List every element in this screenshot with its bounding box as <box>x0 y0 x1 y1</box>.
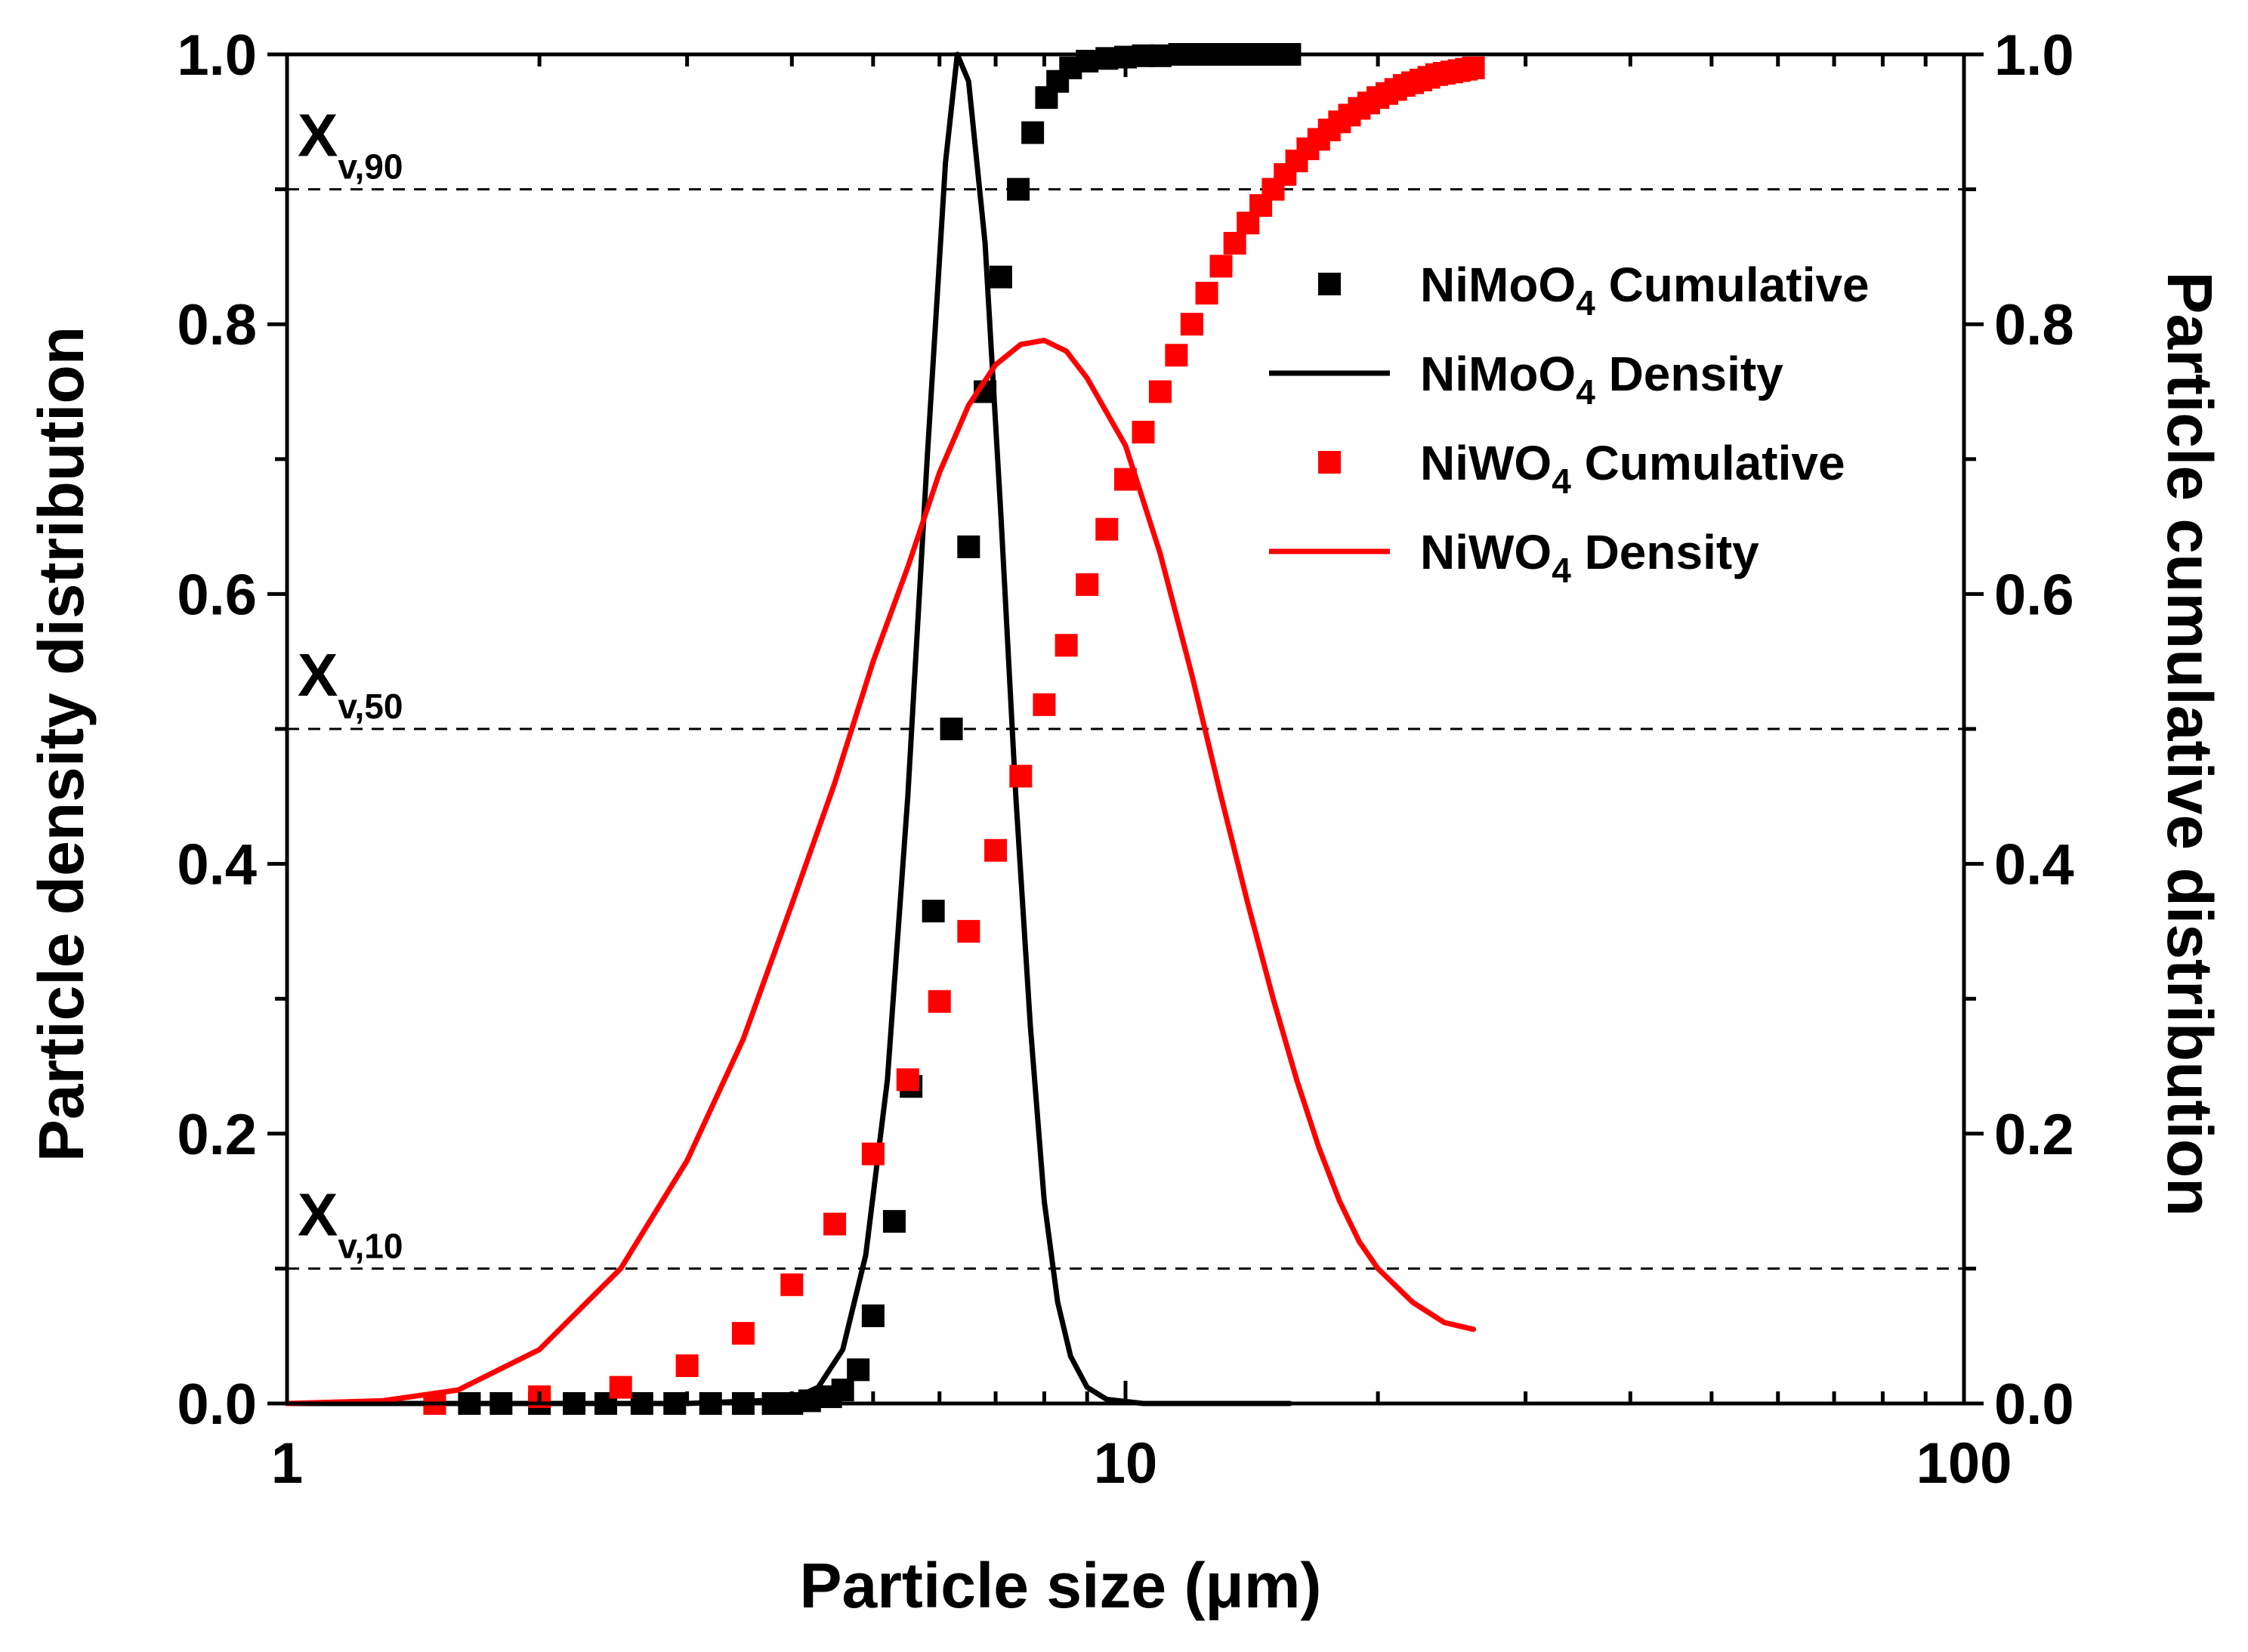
legend-entry-niwo4_cum: NiWO4 Cumulative <box>1318 436 1845 501</box>
data-point-niwo4_cum <box>780 1273 804 1296</box>
series-line-niwo4_den <box>284 338 1477 1407</box>
y-tick-label-right: 1.0 <box>1994 23 2074 88</box>
reference-line-symbol: X <box>298 641 338 709</box>
legend-label-subscript: 4 <box>1552 551 1571 590</box>
data-point-nimoo4_cum <box>940 718 963 740</box>
data-point-niwo4_cum <box>896 1068 919 1092</box>
y-axis-left-title: Particle density distribution <box>26 326 97 1162</box>
y-tick-label-right: 0.2 <box>1994 1103 2074 1167</box>
y-tick-label-left: 0.8 <box>177 293 257 357</box>
legend-label-subscript: 4 <box>1576 283 1595 323</box>
y-tick-label-right: 0.4 <box>1994 833 2074 897</box>
data-point-niwo4_cum <box>823 1212 847 1236</box>
legend-label: NiMoO4 Density <box>1420 347 1783 412</box>
data-point-niwo4_cum <box>731 1322 755 1345</box>
reference-line-label: Xv,90 <box>298 102 403 187</box>
data-point-nimoo4_cum <box>1007 178 1030 201</box>
reference-line-symbol: X <box>298 1181 338 1248</box>
y-tick-label-right: 0.6 <box>1994 563 2074 627</box>
series-nimoo4_den <box>284 51 1292 1407</box>
x-tick-label: 100 <box>1916 1431 2012 1496</box>
legend-label-formula: NiWO <box>1420 525 1552 579</box>
data-point-nimoo4_cum <box>922 900 945 923</box>
data-point-nimoo4_cum <box>831 1379 854 1402</box>
data-point-niwo4_cum <box>1009 764 1033 788</box>
legend-label-suffix: Density <box>1595 347 1783 401</box>
series-line-nimoo4_den <box>284 51 1292 1407</box>
y-tick-label-left: 1.0 <box>177 23 257 88</box>
legend-label-suffix: Cumulative <box>1571 436 1845 490</box>
data-point-niwo4_cum <box>1195 282 1218 305</box>
reference-line-subscript: v,10 <box>338 1226 403 1265</box>
data-point-niwo4_cum <box>1095 517 1119 541</box>
data-point-niwo4_cum <box>1055 634 1078 657</box>
legend-label-subscript: 4 <box>1552 462 1571 501</box>
data-point-niwo4_cum <box>1033 693 1056 716</box>
y-tick-label-left: 0.0 <box>177 1373 257 1437</box>
legend-label-subscript: 4 <box>1576 372 1595 412</box>
data-point-niwo4_cum <box>1462 56 1485 79</box>
data-point-niwo4_cum <box>861 1142 885 1166</box>
data-point-nimoo4_cum <box>1021 121 1045 144</box>
reference-line-label: Xv,10 <box>298 1181 403 1265</box>
reference-line-symbol: X <box>298 102 338 169</box>
legend-entry-nimoo4_den: NiMoO4 Density <box>1269 347 1783 412</box>
x-tick-label: 1 <box>271 1431 303 1496</box>
data-point-nimoo4_cum <box>989 265 1012 289</box>
legend-label: NiMoO4 Cumulative <box>1420 258 1870 323</box>
x-tick-label: 10 <box>1094 1431 1158 1496</box>
legend-entry-niwo4_den: NiWO4 Density <box>1269 525 1759 590</box>
legend-label: NiWO4 Density <box>1420 525 1759 590</box>
reference-line-label: Xv,50 <box>298 641 403 726</box>
legend-label-suffix: Density <box>1571 525 1759 579</box>
legend-marker-square <box>1318 273 1341 295</box>
legend-entry-nimoo4_cum: NiMoO4 Cumulative <box>1318 258 1870 323</box>
data-point-niwo4_cum <box>1180 313 1203 336</box>
legend-label-formula: NiMoO <box>1420 258 1576 312</box>
x-axis-title: Particle size (μm) <box>800 1550 1322 1621</box>
legend-label-formula: NiMoO <box>1420 347 1576 401</box>
y-tick-label-left: 0.6 <box>177 563 257 627</box>
legend-marker-square <box>1318 451 1341 474</box>
legend-label: NiWO4 Cumulative <box>1420 436 1845 501</box>
data-point-niwo4_cum <box>1165 344 1188 367</box>
reference-line-subscript: v,50 <box>338 687 403 726</box>
data-point-niwo4_cum <box>957 919 980 943</box>
data-point-niwo4_cum <box>984 838 1008 862</box>
legend-label-formula: NiWO <box>1420 436 1552 490</box>
data-point-niwo4_cum <box>1209 255 1233 278</box>
data-point-niwo4_cum <box>1132 421 1155 444</box>
y-tick-label-right: 0.8 <box>1994 293 2074 357</box>
data-point-niwo4_cum <box>609 1376 632 1399</box>
data-point-niwo4_cum <box>1076 573 1099 596</box>
y-tick-label-left: 0.4 <box>177 833 257 897</box>
data-point-nimoo4_cum <box>957 535 980 558</box>
series-niwo4_den <box>284 338 1477 1407</box>
data-point-niwo4_cum <box>1223 232 1246 255</box>
legend-label-suffix: Cumulative <box>1595 258 1870 312</box>
reference-line-subscript: v,90 <box>338 147 403 187</box>
data-point-nimoo4_cum <box>882 1209 906 1233</box>
data-point-nimoo4_cum <box>847 1358 870 1382</box>
data-point-niwo4_cum <box>928 990 951 1013</box>
data-point-nimoo4_cum <box>861 1304 885 1327</box>
y-axis-right-title: Particle cumulative distribution <box>2154 272 2225 1217</box>
y-tick-label-right: 0.0 <box>1994 1373 2074 1437</box>
data-point-niwo4_cum <box>675 1354 699 1377</box>
y-tick-label-left: 0.2 <box>177 1103 257 1167</box>
data-point-niwo4_cum <box>1148 380 1172 403</box>
